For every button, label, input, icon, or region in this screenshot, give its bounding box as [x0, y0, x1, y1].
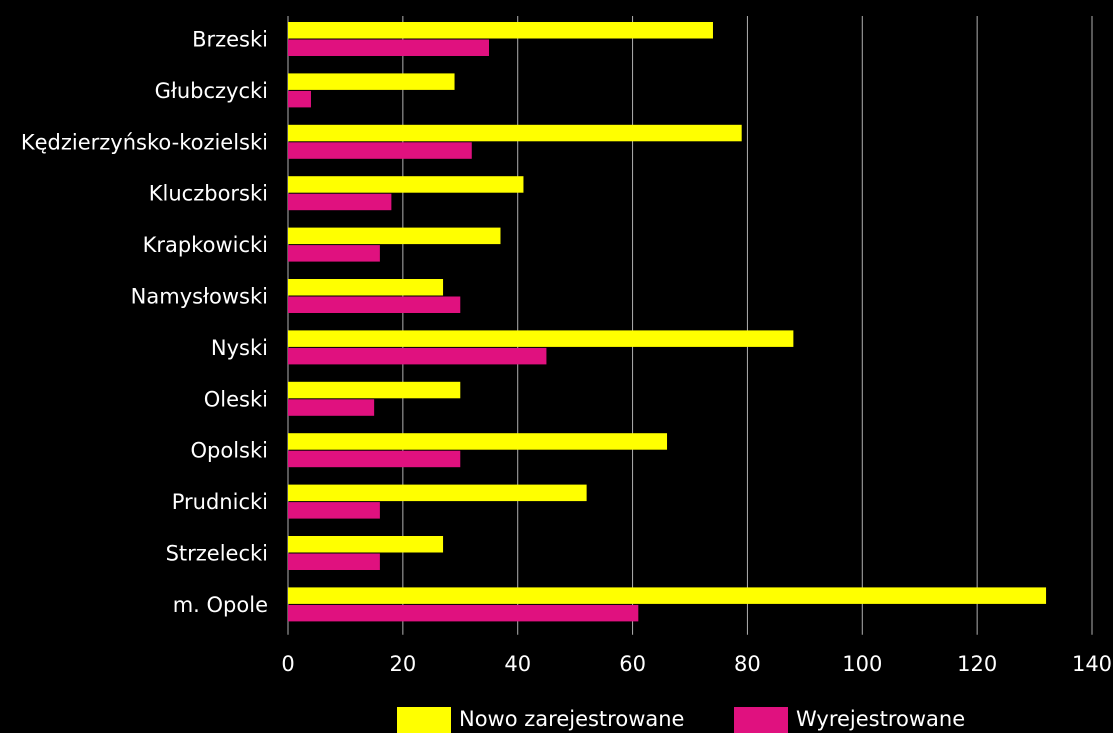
x-tick-label-80: 80: [734, 652, 761, 676]
x-tick-label-120: 120: [957, 652, 997, 676]
bar-prudnicki-nowo-zarejestrowane: [288, 484, 587, 502]
legend-swatch-magenta: [734, 706, 788, 733]
category-label-kluczborski: Kluczborski: [149, 182, 268, 206]
grid-lines: [287, 16, 1093, 635]
bar-m-opole-wyrejestrowane: [288, 604, 639, 622]
category-label-glubczycki: Głubczycki: [155, 79, 268, 103]
bar-krapkowicki-nowo-zarejestrowane: [288, 227, 501, 245]
legend-label-nowo-zarejestrowane: Nowo zarejestrowane: [459, 707, 685, 731]
bar-brzeski-nowo-zarejestrowane: [288, 22, 713, 39]
category-label-nyski: Nyski: [211, 336, 268, 360]
x-tick-label-100: 100: [842, 652, 882, 676]
x-tick-label-60: 60: [619, 652, 646, 676]
bar-kluczborski-wyrejestrowane: [288, 193, 392, 211]
bar-brzeski-wyrejestrowane: [288, 39, 489, 56]
bar-strzelecki-wyrejestrowane: [288, 553, 380, 570]
bar-nyski-wyrejestrowane: [288, 347, 547, 365]
category-label-m-opole: m. Opole: [173, 593, 268, 617]
category-labels: Brzeski Głubczycki Kędzierzyńsko-kozielski…: [21, 28, 268, 617]
category-label-oleski: Oleski: [204, 387, 268, 411]
bar-m-opole-nowo-zarejestrowane: [288, 587, 1047, 604]
x-tick-label-140: 140: [1072, 652, 1112, 676]
category-label-namyslowski: Namysłowski: [131, 285, 268, 309]
legend-label-wyrejestrowane: Wyrejestrowane: [796, 707, 966, 731]
bars: [288, 22, 1047, 622]
bar-glubczycki-nowo-zarejestrowane: [288, 73, 455, 90]
legend-swatch-yellow: [397, 706, 451, 733]
bar-strzelecki-nowo-zarejestrowane: [288, 536, 444, 553]
category-label-prudnicki: Prudnicki: [172, 490, 268, 514]
x-tick-label-40: 40: [504, 652, 531, 676]
legend: Nowo zarejestrowane Wyrejestrowane: [0, 706, 1113, 733]
bar-namyslowski-wyrejestrowane: [288, 296, 461, 313]
bar-namyslowski-nowo-zarejestrowane: [288, 279, 444, 296]
category-label-brzeski: Brzeski: [192, 28, 268, 52]
bar-kluczborski-nowo-zarejestrowane: [288, 176, 524, 193]
bar-kedzierzynsko-kozielski-nowo-zarejestrowane: [288, 124, 742, 142]
category-label-strzelecki: Strzelecki: [166, 542, 268, 566]
bar-opolski-wyrejestrowane: [288, 450, 461, 468]
x-tick-label-0: 0: [281, 652, 294, 676]
category-label-opolski: Opolski: [191, 439, 268, 463]
x-tick-label-20: 20: [389, 652, 416, 676]
bar-prudnicki-wyrejestrowane: [288, 502, 380, 519]
bar-oleski-nowo-zarejestrowane: [288, 381, 461, 399]
x-tick-labels: 0 20 40 60 80 100 120 140: [281, 652, 1112, 676]
category-label-krapkowicki: Krapkowicki: [143, 233, 268, 257]
bar-glubczycki-wyrejestrowane: [288, 90, 311, 108]
category-label-kedzierzynsko-kozielski: Kędzierzyńsko-kozielski: [21, 130, 268, 154]
bar-oleski-wyrejestrowane: [288, 399, 375, 416]
legend-item-wyrejestrowane: Wyrejestrowane: [734, 706, 965, 733]
bar-opolski-nowo-zarejestrowane: [288, 433, 668, 450]
bar-nyski-nowo-zarejestrowane: [288, 330, 794, 347]
bar-krapkowicki-wyrejestrowane: [288, 245, 380, 262]
bar-kedzierzynsko-kozielski-wyrejestrowane: [288, 142, 472, 159]
legend-item-nowo-zarejestrowane: Nowo zarejestrowane: [397, 706, 684, 733]
